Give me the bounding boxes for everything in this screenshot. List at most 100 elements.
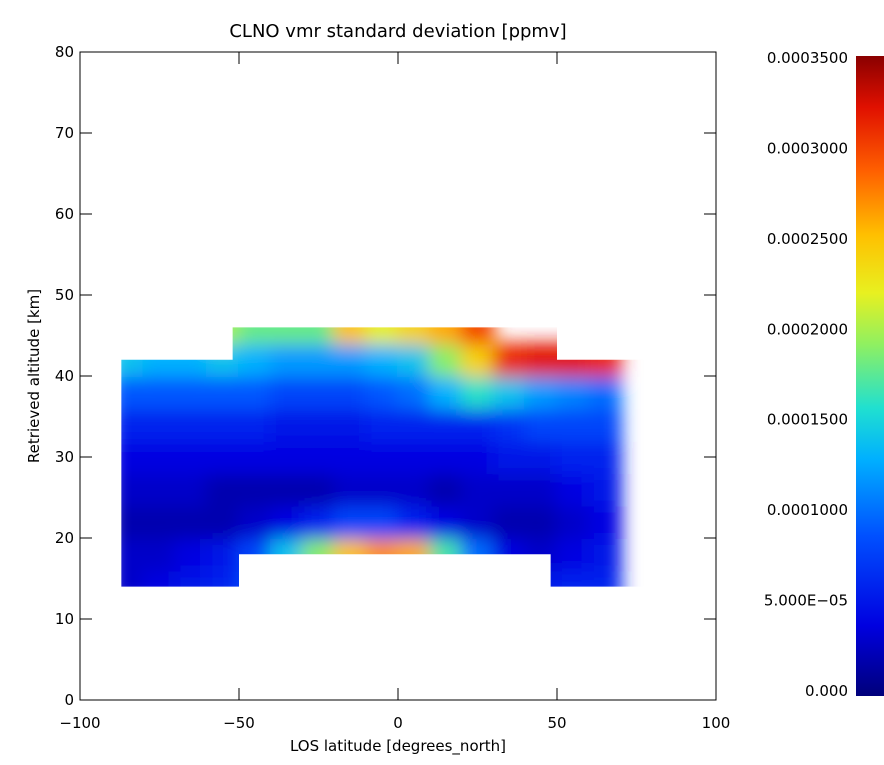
heatmap-field	[121, 327, 622, 587]
colorbar-tick-label: 0.0002500	[767, 230, 848, 248]
heatmap-cell	[333, 342, 368, 377]
heatmap-cell	[301, 569, 336, 587]
heatmap-cell	[269, 342, 304, 377]
heatmap-cell	[333, 537, 368, 572]
heatmap-cell	[428, 472, 463, 507]
heatmap-cell	[301, 439, 336, 475]
heatmap-cell	[428, 504, 463, 539]
heatmap-cell	[333, 569, 368, 587]
heatmap-cell	[206, 504, 240, 539]
heatmap-cell	[174, 472, 209, 507]
heatmap-cell	[365, 327, 399, 345]
heatmap-cell	[524, 375, 558, 410]
heatmap-cell	[524, 537, 558, 572]
y-tick-label: 50	[55, 286, 74, 304]
heatmap-cell	[524, 407, 558, 442]
heatmap-cell	[428, 327, 463, 345]
heatmap-cell	[397, 537, 431, 572]
heatmap-cell	[301, 472, 336, 507]
heatmap-cell	[556, 439, 590, 475]
heatmap-cell	[397, 342, 431, 377]
heatmap-cell	[397, 504, 431, 539]
x-axis: −100 −50 0 50 100	[59, 52, 730, 732]
y-tick-label: 30	[55, 448, 74, 466]
heatmap-cell	[174, 407, 209, 442]
heatmap-cell	[142, 375, 177, 410]
heatmap-cell	[365, 375, 399, 410]
heatmap-cell	[492, 504, 527, 539]
heatmap-cell	[174, 439, 209, 475]
heatmap-cell	[121, 342, 145, 377]
heatmap-cell	[269, 407, 304, 442]
heatmap-cell	[174, 537, 209, 572]
heatmap-cell	[397, 407, 431, 442]
heatmap-cell	[460, 472, 495, 507]
heatmap-cell	[206, 407, 240, 442]
y-tick-label: 80	[55, 43, 74, 61]
y-tick-label: 20	[55, 529, 74, 547]
heatmap-cell	[142, 439, 177, 475]
x-tick-label: 100	[702, 714, 731, 732]
heatmap-cell	[238, 407, 272, 442]
heatmap-cell	[492, 407, 527, 442]
colorbar-tick-label: 0.0003500	[767, 49, 848, 67]
heatmap-cell	[269, 327, 304, 345]
heatmap-cell	[587, 569, 622, 587]
heatmap-cell	[397, 569, 431, 587]
heatmap-cell	[524, 472, 558, 507]
heatmap-cell	[333, 504, 368, 539]
heatmap-cell	[492, 569, 527, 587]
heatmap-cell	[174, 504, 209, 539]
heatmap-cell	[142, 537, 177, 572]
heatmap-cell	[333, 407, 368, 442]
heatmap-cell	[587, 407, 622, 442]
heatmap-cell	[397, 439, 431, 475]
heatmap-cell	[238, 439, 272, 475]
heatmap-cell	[269, 504, 304, 539]
heatmap-cell	[587, 439, 622, 475]
heatmap-cell	[206, 327, 240, 345]
x-tick-label: −50	[223, 714, 255, 732]
heatmap-cell	[556, 569, 590, 587]
heatmap-cell	[556, 342, 590, 377]
heatmap-cell	[492, 375, 527, 410]
heatmap-cell	[333, 375, 368, 410]
heatmap-cell	[460, 407, 495, 442]
heatmap-cell	[428, 375, 463, 410]
x-axis-label: LOS latitude [degrees_north]	[290, 737, 506, 756]
heatmap-cell	[121, 504, 145, 539]
heatmap-cell	[556, 504, 590, 539]
heatmap-cell	[524, 342, 558, 377]
heatmap-cell	[397, 327, 431, 345]
heatmap-cell	[238, 327, 272, 345]
colorbar-ticks: 0.000 5.000E−05 0.0001000 0.0001500 0.000200…	[764, 49, 848, 700]
heatmap-cell	[301, 407, 336, 442]
heatmap-cell	[142, 342, 177, 377]
colorbar-tick-label: 0.000	[805, 682, 848, 700]
heatmap-cell	[460, 375, 495, 410]
heatmap-cell	[556, 407, 590, 442]
heatmap-cell	[206, 472, 240, 507]
heatmap-cell	[556, 472, 590, 507]
heatmap-cell	[206, 439, 240, 475]
heatmap-cell	[121, 439, 145, 475]
heatmap-cell	[301, 375, 336, 410]
heatmap-cell	[301, 342, 336, 377]
heatmap-cell	[206, 375, 240, 410]
colorbar-tick-label: 0.0001000	[767, 501, 848, 519]
heatmap-cell	[301, 504, 336, 539]
colorbar-tick-label: 0.0002000	[767, 320, 848, 338]
colorbar-tick-label: 0.0001500	[767, 411, 848, 429]
heatmap-cell	[460, 327, 495, 345]
heatmap-cell	[587, 472, 622, 507]
heatmap-cell	[556, 537, 590, 572]
heatmap-cell	[365, 342, 399, 377]
heatmap-cell	[301, 327, 336, 345]
y-axis: 0 10 20 30 40 50 60 70 80	[55, 43, 716, 709]
heatmap-cell	[365, 504, 399, 539]
heatmap-cell	[121, 569, 145, 587]
heatmap-cell	[492, 439, 527, 475]
heatmap-cell	[174, 342, 209, 377]
y-tick-label: 10	[55, 610, 74, 628]
